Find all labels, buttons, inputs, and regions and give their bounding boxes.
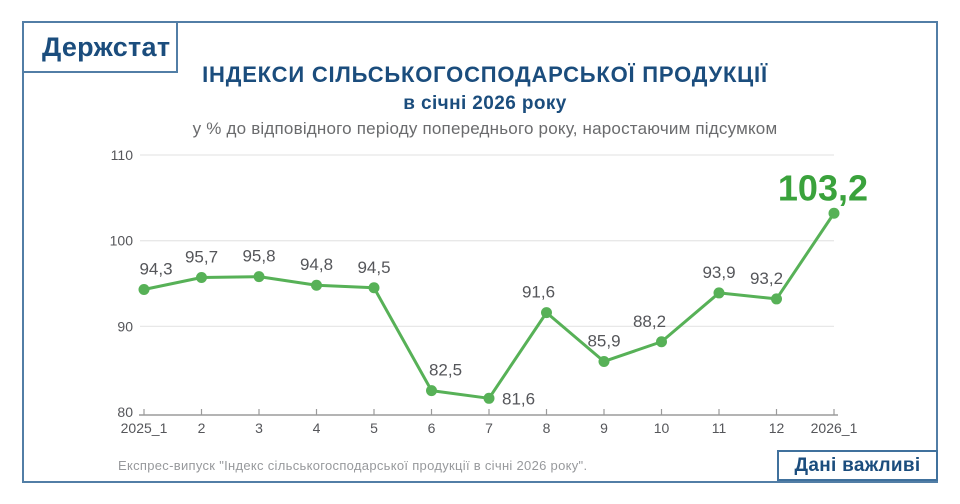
chart-title: ІНДЕКСИ СІЛЬСЬКОГОСПОДАРСЬКОЇ ПРОДУКЦІЇ (202, 62, 768, 87)
derzhstat-logo: Держстат (22, 21, 178, 73)
logo-text: Держстат (42, 31, 171, 62)
chart-subtitle: у % до відповідного періоду попереднього… (192, 119, 778, 138)
data-matters-badge: Дані важливі (777, 450, 938, 481)
badge-label: Дані важливі (794, 454, 921, 476)
source-note: Експрес-випуск "Індекс сільськогосподарс… (118, 458, 588, 473)
chart-period: в січні 2026 року (403, 93, 567, 114)
content-frame (22, 21, 938, 483)
